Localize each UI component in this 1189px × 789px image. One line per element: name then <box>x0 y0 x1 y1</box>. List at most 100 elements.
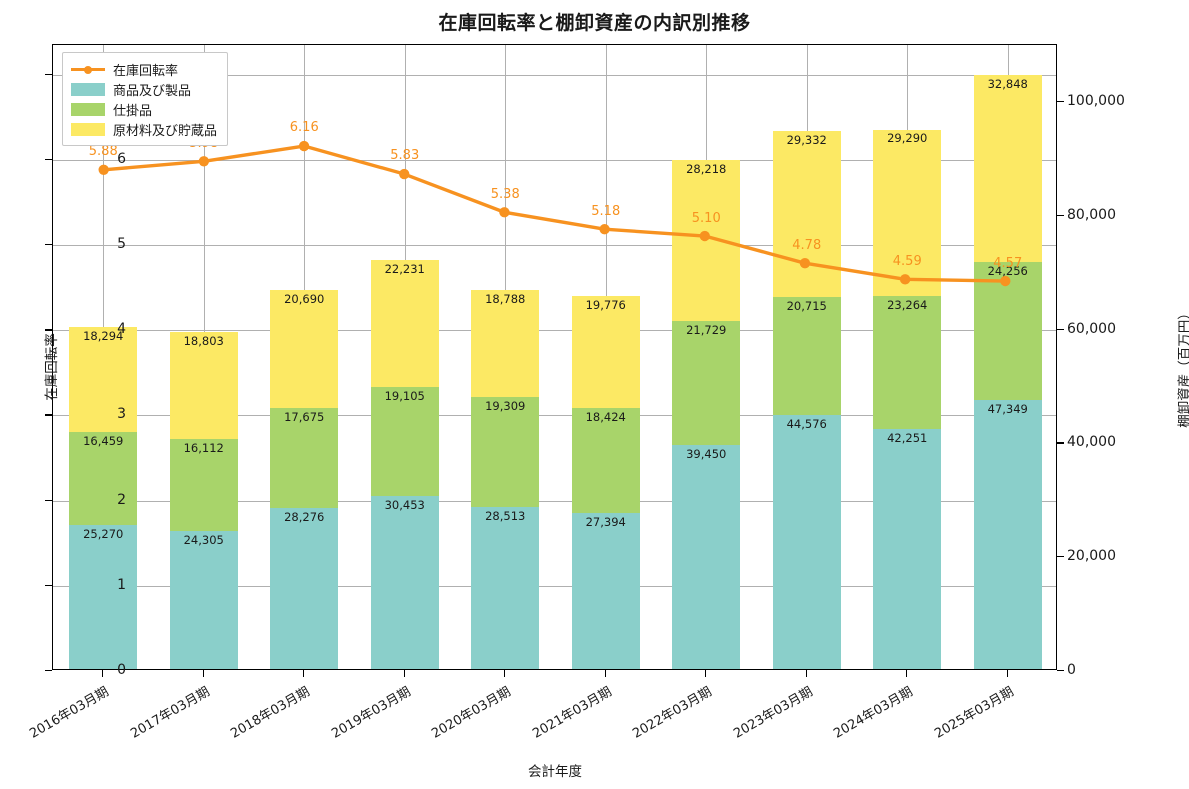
bar-segment[interactable] <box>471 396 540 507</box>
bar-value-label: 24,305 <box>183 532 224 547</box>
x-axis-tick-mark <box>504 670 506 677</box>
bar-value-label: 42,251 <box>887 430 928 445</box>
bar-value-label: 21,729 <box>686 322 727 337</box>
bar-group[interactable]: 39,450 21,729 28,218 <box>672 160 741 669</box>
chart-legend: 在庫回転率 商品及び製品仕掛品 原材料及び貯蔵品 <box>62 52 229 146</box>
bar-segment[interactable] <box>571 513 640 669</box>
bar-segment[interactable] <box>873 428 942 669</box>
bar-segment[interactable] <box>169 332 238 439</box>
bar-segment[interactable] <box>270 289 339 408</box>
bar-group[interactable]: 42,251 23,264 29,290 <box>873 129 942 669</box>
bar-value-label: 16,112 <box>183 441 224 455</box>
y-axis-left-tick-label: 3 <box>117 406 126 423</box>
bar-segment[interactable] <box>571 408 640 514</box>
bar-group[interactable]: 30,453 19,105 22,231 <box>370 260 439 669</box>
y-axis-right-label: 棚卸資産（百万円） <box>1177 306 1189 428</box>
bar-value-label: 17,675 <box>284 409 325 424</box>
bar-segment[interactable] <box>772 297 841 416</box>
bar-segment[interactable] <box>471 289 540 397</box>
y-axis-left-tick-mark <box>45 244 52 246</box>
bar-segment[interactable] <box>973 74 1042 262</box>
bar-segment[interactable] <box>973 399 1042 669</box>
bar-value-label: 23,264 <box>887 298 928 313</box>
bar-segment[interactable] <box>169 530 238 669</box>
legend-item[interactable]: 仕掛品 <box>71 99 217 119</box>
y-axis-right-tick-label: 80,000 <box>1067 206 1116 223</box>
y-axis-right-tick-mark <box>1057 442 1064 444</box>
bar-segment[interactable] <box>270 508 339 669</box>
gridline-horizontal <box>53 330 1056 332</box>
bar-value-label: 39,450 <box>686 446 727 461</box>
bar-value-label: 47,349 <box>987 401 1028 416</box>
x-axis-tick-label: 2022年03月期 <box>630 684 715 742</box>
line-value-label: 5.18 <box>591 203 621 219</box>
y-axis-left-tick-mark <box>45 414 52 416</box>
y-axis-left-tick-mark <box>45 158 52 161</box>
legend-item[interactable]: 商品及び製品 <box>71 79 217 99</box>
legend-color-swatch <box>71 102 105 116</box>
line-value-label: 5.10 <box>691 210 721 226</box>
bar-segment[interactable] <box>672 320 741 445</box>
bar-value-label: 30,453 <box>384 497 425 512</box>
y-axis-right-tick-label: 100,000 <box>1067 92 1125 109</box>
x-axis-tick-mark <box>102 670 104 677</box>
x-axis-tick-mark <box>604 670 606 677</box>
bar-segment[interactable] <box>672 160 741 321</box>
y-axis-left-tick-mark <box>45 584 52 587</box>
bar-value-label: 16,459 <box>83 433 124 448</box>
line-point-marker[interactable] <box>599 224 610 235</box>
y-axis-left-tick-mark <box>45 670 52 672</box>
y-axis-right-tick-mark <box>1057 556 1064 558</box>
bar-value-label: 25,270 <box>83 527 124 542</box>
bar-group[interactable]: 28,513 19,309 18,788 <box>471 289 540 669</box>
chart-title: 在庫回転率と棚卸資産の内訳別推移 <box>438 12 751 34</box>
legend-label: 在庫回転率 <box>113 63 179 79</box>
y-axis-right-tick-mark <box>1057 670 1064 672</box>
bar-segment[interactable] <box>772 415 841 669</box>
line-value-label: 4.78 <box>792 237 822 253</box>
gridline-horizontal <box>53 415 1056 417</box>
bar-segment[interactable] <box>772 130 841 298</box>
bar-group[interactable]: 24,305 16,112 18,803 <box>169 332 238 669</box>
bar-segment[interactable] <box>873 129 942 297</box>
bar-segment[interactable] <box>69 431 138 526</box>
y-axis-left-tick-mark <box>45 499 52 501</box>
bar-value-label: 28,218 <box>686 162 727 177</box>
bar-segment[interactable] <box>270 407 339 509</box>
bar-value-label: 18,788 <box>485 291 526 306</box>
y-axis-left-tick-label: 6 <box>117 150 126 167</box>
bar-segment[interactable] <box>672 444 741 669</box>
legend-line-swatch <box>71 62 105 76</box>
x-axis-tick-mark <box>705 670 707 677</box>
legend-label: 仕掛品 <box>113 103 153 119</box>
y-axis-left-tick-label: 4 <box>117 321 126 338</box>
bar-group[interactable]: 44,576 20,715 29,332 <box>772 130 841 669</box>
legend-item[interactable]: 在庫回転率 <box>71 59 217 79</box>
bar-segment[interactable] <box>973 261 1042 400</box>
bar-segment[interactable] <box>69 327 138 432</box>
bar-segment[interactable] <box>873 296 942 429</box>
bar-segment[interactable] <box>370 260 439 387</box>
bar-group[interactable]: 25,270 16,459 18,294 <box>69 327 138 669</box>
bar-group[interactable]: 27,394 18,424 19,776 <box>571 295 640 669</box>
bar-group[interactable]: 28,276 17,675 20,690 <box>270 289 339 669</box>
line-value-label: 5.38 <box>490 186 520 202</box>
bar-segment[interactable] <box>370 495 439 669</box>
bar-segment[interactable] <box>69 525 138 669</box>
bar-segment[interactable] <box>370 386 439 496</box>
x-axis-tick-label: 2021年03月期 <box>529 684 615 742</box>
bar-segment[interactable] <box>169 439 238 531</box>
legend-item[interactable]: 原材料及び貯蔵品 <box>71 119 217 139</box>
bar-value-label: 19,309 <box>485 398 526 413</box>
bar-segment[interactable] <box>471 506 540 669</box>
x-axis-tick-mark <box>1006 670 1008 677</box>
y-axis-left-label: 在庫回転率 <box>44 333 60 401</box>
bar-group[interactable]: 47,349 24,256 32,848 <box>973 74 1042 669</box>
line-value-label: 6.16 <box>289 120 319 136</box>
x-axis-tick-mark <box>403 670 405 677</box>
bar-value-label: 29,290 <box>887 131 928 146</box>
bar-segment[interactable] <box>571 295 640 409</box>
y-axis-left-tick-label: 5 <box>117 236 126 253</box>
x-axis-tick-mark <box>906 670 908 677</box>
